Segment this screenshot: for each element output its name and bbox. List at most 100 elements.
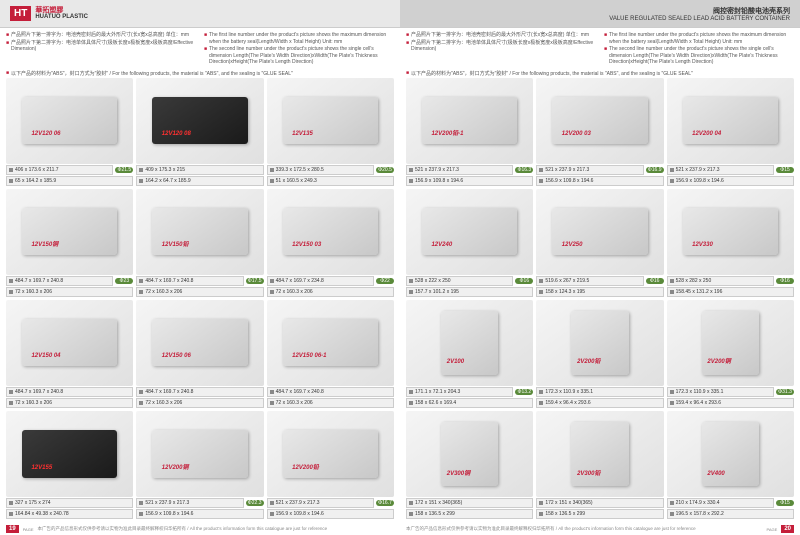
title-cn: 阀控密封铅酸电池壳系列 (609, 6, 790, 16)
dimension-box: 156.9 x 109.8 x 194.6 (406, 176, 533, 186)
dimension-box: 171.1 x 72.1 x 204.3 (406, 387, 513, 397)
product-label: 12V200 04 (692, 131, 721, 137)
dimension-box: 409 x 175.3 x 215 (136, 165, 263, 175)
product-label: 12V155 (31, 465, 52, 471)
logo-en: HUATUO PLASTIC (35, 14, 88, 20)
dimension-box: 484.7 x 169.7 x 240.8 (136, 276, 243, 286)
product-cell: 12V150 03484.7 x 169.7 x 234.8Φ2272 x 16… (267, 189, 394, 297)
dimension-box: 51 x 160.5 x 249.3 (267, 176, 394, 186)
title-en: VALUE REGULATED SEALED LEAD ACID BATTERY… (609, 16, 790, 22)
dimension-box: 484.7 x 169.7 x 240.8 (136, 387, 263, 397)
notes-block: ■产品照片下第一排字为：电池壳密封后的最大外形尺寸(长x宽x总高度) 单位：mm… (406, 32, 794, 67)
product-cell: 12V200 03521 x 237.9 x 217.3Φ16.9156.9 x… (536, 78, 663, 186)
product-label: 12V120 08 (162, 131, 191, 137)
product-label: 12V150 06-1 (292, 353, 326, 359)
dimension-box: 327 x 175 x 274 (6, 498, 133, 508)
product-cell: 2V300铜 172 x 151 x 340(365)158 x 136.5 x … (406, 411, 533, 519)
dimension-box: 158 x 136.5 x 299 (406, 509, 533, 519)
product-label: 12V240 (431, 242, 452, 248)
product-image: 2V200铜 (667, 300, 794, 386)
product-image: 12V240 (406, 189, 533, 275)
product-cell: 12V250519.6 x 267 x 219.5Φ16158 x 124.3 … (536, 189, 663, 297)
product-label: 12V150 03 (292, 242, 321, 248)
page-footer: 19 PAGE 本广告的产品信息形式仅供参考请以实物为准此目录最终解释权归华拓所… (0, 523, 800, 535)
product-cell: 12V150 04484.7 x 169.7 x 240.872 x 160.3… (6, 300, 133, 408)
product-image: 2V100 (406, 300, 533, 386)
dimension-box: 158 x 124.3 x 195 (536, 287, 663, 297)
product-image: 12V200铅-1 (406, 78, 533, 164)
product-cell: 2V100171.1 x 72.1 x 204.3Φ13.2158 x 62.6… (406, 300, 533, 408)
product-cell: 12V150 06-1484.7 x 169.7 x 240.872 x 160… (267, 300, 394, 408)
dimension-box: 72 x 160.3 x 206 (136, 398, 263, 408)
product-image: 12V200铜 (136, 411, 263, 497)
product-cell: 12V150铜484.7 x 169.7 x 240.8Φ2372 x 160.… (6, 189, 133, 297)
product-cell: 2V300铅172 x 151 x 340(365)158 x 136.5 x … (536, 411, 663, 519)
product-cell: 12V150铅484.7 x 169.7 x 240.8Φ17.572 x 16… (136, 189, 263, 297)
size-badge: Φ15 (776, 167, 794, 173)
product-image: 12V120 08 (136, 78, 263, 164)
dimension-box: 172.3 x 110.9 x 335.1 (667, 387, 774, 397)
dimension-box: 72 x 160.3 x 206 (6, 287, 133, 297)
product-image: 12V200 04 (667, 78, 794, 164)
dimension-box: 72 x 160.3 x 206 (267, 287, 394, 297)
product-label: 12V200铅-1 (431, 128, 463, 137)
dimension-box: 521 x 237.9 x 217.3 (136, 498, 243, 508)
product-label: 2V400 (707, 471, 724, 477)
product-image: 2V200铅 (536, 300, 663, 386)
product-image: 12V150 06 (136, 300, 263, 386)
product-label: 2V300铅 (577, 468, 600, 477)
dimension-box: 521 x 237.9 x 217.3 (667, 165, 774, 175)
dimension-box: 159.4 x 96.4 x 293.6 (536, 398, 663, 408)
size-badge: Φ15 (776, 500, 794, 506)
product-image: 2V300铅 (536, 411, 663, 497)
product-label: 12V250 (562, 242, 583, 248)
dimension-box: 172 x 151 x 340(365) (406, 498, 533, 508)
page-number-right: 20 (781, 525, 794, 533)
product-label: 12V330 (692, 242, 713, 248)
dimension-box: 164.2 x 64.7 x 185.9 (136, 176, 263, 186)
product-cell: 12V120 08 409 x 175.3 x 215164.2 x 64.7 x… (136, 78, 263, 186)
product-image: 12V150 06-1 (267, 300, 394, 386)
size-badge: Φ22.3 (246, 500, 264, 506)
product-image: 12V250 (536, 189, 663, 275)
size-badge: Φ16 (515, 278, 533, 284)
size-badge: Φ21.5 (115, 167, 133, 173)
dimension-box: 157.7 x 101.2 x 195 (406, 287, 533, 297)
right-page: ■产品照片下第一排字为：电池壳密封后的最大外形尺寸(长x宽x总高度) 单位：mm… (400, 28, 800, 523)
product-image: 12V150 04 (6, 300, 133, 386)
disclaimer: 本广告的产品信息形式仅供参考请以实物为准此目录最终解释权归华拓所有 / All … (38, 526, 394, 532)
logo-badge: HT (10, 6, 31, 21)
dimension-box: 156.9 x 109.8 x 194.6 (536, 176, 663, 186)
product-image: 2V300铜 (406, 411, 533, 497)
dimension-box: 158.45 x 131.2 x 196 (667, 287, 794, 297)
dimension-box: 484.7 x 169.7 x 240.8 (6, 387, 133, 397)
notes-block: ■产品照片下第一排字为：电池壳密封后的最大外形尺寸(长x宽x总高度) 单位：mm… (6, 32, 394, 67)
dimension-box: 519.6 x 267 x 219.5 (536, 276, 643, 286)
product-label: 2V300铜 (447, 468, 470, 477)
product-image: 12V150 03 (267, 189, 394, 275)
product-label: 2V200铅 (577, 356, 600, 365)
size-badge: Φ13.2 (515, 389, 533, 395)
dimension-box: 158 x 136.5 x 299 (536, 509, 663, 519)
dimension-box: 156.9 x 109.8 x 194.6 (667, 176, 794, 186)
dimension-box: 528 x 222 x 250 (406, 276, 513, 286)
product-image: 12V155 (6, 411, 133, 497)
dimension-box: 72 x 160.3 x 206 (267, 398, 394, 408)
size-badge: Φ31.3 (776, 389, 794, 395)
product-image: 12V150铜 (6, 189, 133, 275)
product-image: 12V135 (267, 78, 394, 164)
product-cell: 12V240 528 x 222 x 250Φ16 157.7 x 101.2 x … (406, 189, 533, 297)
dimension-box: 164.84 x 49.38 x 240.78 (6, 509, 133, 519)
left-page: ■产品照片下第一排字为：电池壳密封后的最大外形尺寸(长x宽x总高度) 单位：mm… (0, 28, 400, 523)
size-badge: Φ16.9 (646, 167, 664, 173)
product-image: 12V200铅 (267, 411, 394, 497)
dimension-box: 521 x 237.9 x 217.3 (267, 498, 374, 508)
page-number-left: 19 (6, 525, 19, 533)
dimension-box: 72 x 160.3 x 206 (136, 287, 263, 297)
dimension-box: 65 x 164.2 x 185.9 (6, 176, 133, 186)
product-cell: 12V330528 x 282 x 250Φ16158.45 x 131.2 x… (667, 189, 794, 297)
product-image: 12V330 (667, 189, 794, 275)
product-cell: 12V120 06406 x 173.6 x 211.7Φ21.565 x 16… (6, 78, 133, 186)
product-cell: 12V150 06484.7 x 169.7 x 240.872 x 160.3… (136, 300, 263, 408)
product-image: 12V150铅 (136, 189, 263, 275)
